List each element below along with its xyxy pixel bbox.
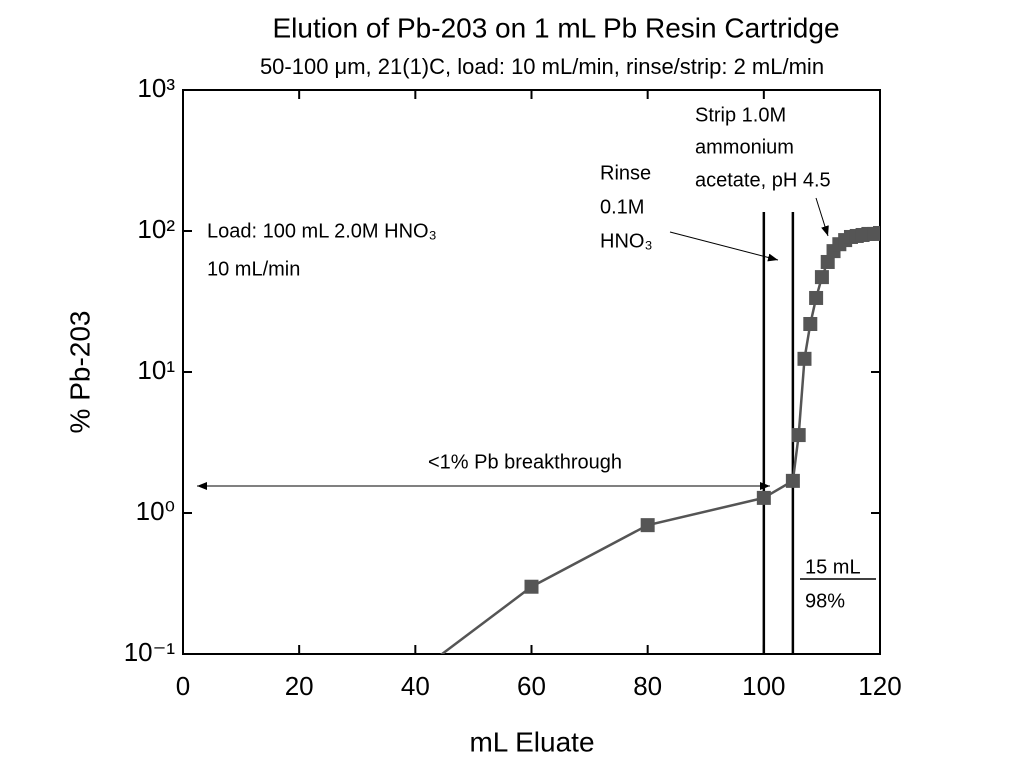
data-point bbox=[873, 225, 880, 240]
annotation: HNO₃ bbox=[600, 230, 653, 252]
x-tick-label: 20 bbox=[285, 671, 314, 701]
annotation: 0.1M bbox=[600, 196, 644, 218]
y-tick-label: 10² bbox=[137, 214, 175, 244]
data-point bbox=[820, 254, 835, 269]
annotation-arrow bbox=[669, 231, 779, 262]
y-axis-label: % Pb-203 bbox=[64, 311, 95, 434]
data-point bbox=[809, 290, 824, 305]
annotation: ammonium bbox=[695, 136, 794, 158]
chart-subtitle: 50-100 μm, 21(1)C, load: 10 mL/min, rins… bbox=[260, 54, 824, 79]
x-tick-label: 120 bbox=[858, 671, 901, 701]
y-tick-label: 10⁰ bbox=[136, 496, 175, 526]
data-point bbox=[524, 579, 539, 594]
y-tick-label: 10⁻¹ bbox=[124, 637, 176, 667]
x-tick-label: 0 bbox=[176, 671, 190, 701]
x-tick-label: 100 bbox=[742, 671, 785, 701]
x-tick-label: 60 bbox=[517, 671, 546, 701]
data-point bbox=[797, 351, 812, 366]
data-point bbox=[803, 316, 818, 331]
annotation: Strip 1.0M bbox=[695, 104, 786, 126]
x-tick-label: 40 bbox=[401, 671, 430, 701]
x-tick-label: 80 bbox=[633, 671, 662, 701]
data-point bbox=[814, 270, 829, 285]
data-point bbox=[785, 473, 800, 488]
y-tick-label: 10³ bbox=[137, 73, 175, 103]
data-point bbox=[791, 428, 806, 443]
annotation: 10 mL/min bbox=[207, 258, 300, 280]
annotation: <1% Pb breakthrough bbox=[428, 451, 622, 473]
plot-area bbox=[439, 225, 880, 654]
y-tick-label: 10¹ bbox=[137, 355, 175, 385]
data-point bbox=[756, 490, 771, 505]
chart-title: Elution of Pb-203 on 1 mL Pb Resin Cartr… bbox=[272, 12, 839, 43]
annotation-arrow bbox=[815, 197, 829, 237]
annotation: acetate, pH 4.5 bbox=[695, 169, 831, 191]
data-point bbox=[640, 518, 655, 533]
annotation: 98% bbox=[805, 590, 845, 612]
annotation: Load: 100 mL 2.0M HNO₃ bbox=[207, 220, 437, 242]
annotation: 15 mL bbox=[805, 556, 861, 578]
x-axis-label: mL Eluate bbox=[469, 726, 594, 757]
annotation: Rinse bbox=[600, 162, 651, 184]
